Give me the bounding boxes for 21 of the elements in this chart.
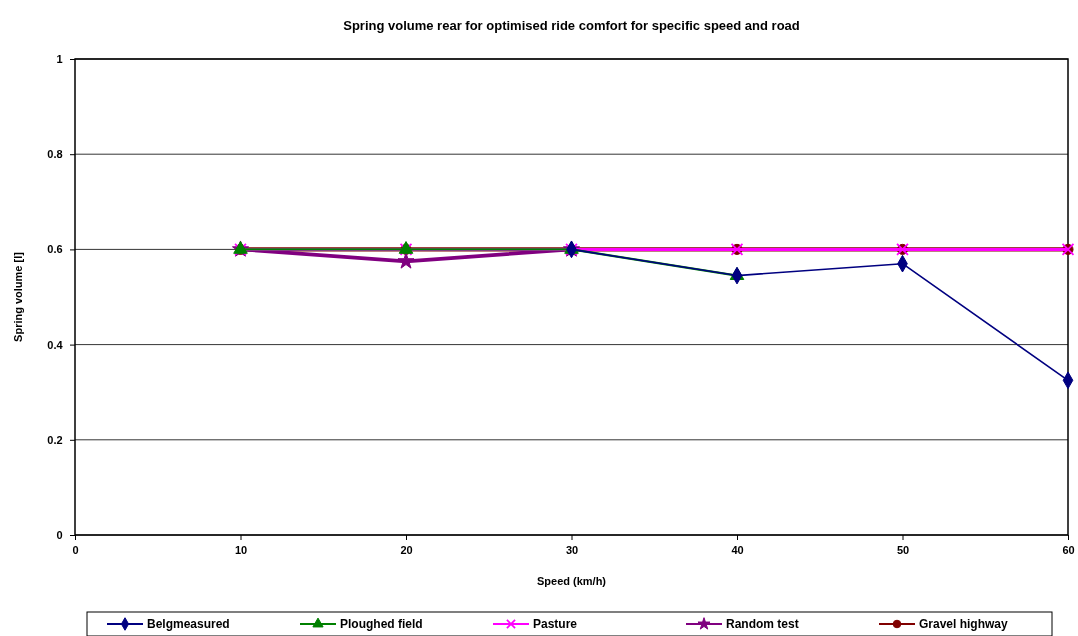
y-tick-label: 1 — [56, 53, 63, 66]
legend-label: Pasture — [533, 617, 578, 631]
y-axis-title: Spring volume [l] — [12, 251, 24, 342]
chart-title: Spring volume rear for optimised ride comfort for specific speed and road — [343, 18, 800, 33]
x-tick-label: 0 — [72, 544, 79, 556]
y-tick-label: 0.8 — [47, 148, 63, 161]
x-tick-label: 60 — [1062, 544, 1075, 556]
legend-label: Belgmeasured — [147, 617, 230, 631]
legend-label: Gravel highway — [919, 617, 1009, 631]
x-tick-label: 30 — [565, 544, 579, 556]
legend-label: Random test — [726, 617, 799, 631]
y-tick-label: 0.6 — [47, 243, 63, 256]
x-tick-label: 10 — [234, 544, 248, 556]
y-tick-label: 0.2 — [47, 433, 63, 446]
y-tick-label: 0.4 — [47, 338, 64, 351]
x-tick-label: 20 — [400, 544, 413, 556]
legend-label: Ploughed field — [340, 617, 423, 631]
x-axis-title: Speed (km/h) — [536, 575, 607, 587]
x-tick-label: 50 — [896, 544, 910, 556]
x-tick-label: 40 — [731, 544, 744, 556]
y-tick-label: 0 — [56, 529, 63, 542]
